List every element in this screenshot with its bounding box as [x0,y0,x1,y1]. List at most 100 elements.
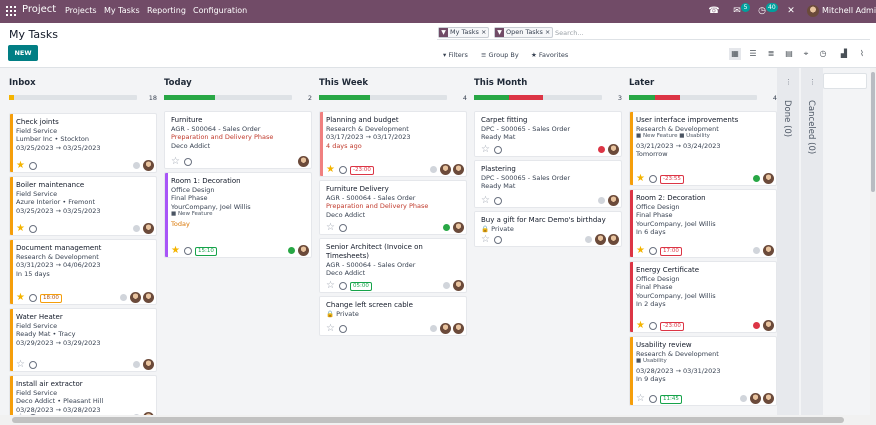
activity-clock-icon[interactable] [184,247,192,255]
priority-star-icon[interactable]: ★ [16,160,25,171]
activity-clock-icon[interactable] [29,294,37,302]
task-card[interactable]: Water Heater Field Service Ready Mat • Tra… [9,308,157,372]
assignee-avatar[interactable] [453,280,464,291]
status-dot[interactable] [120,294,127,301]
task-card[interactable]: Senior Architect (Invoice on Timesheets) A… [319,238,467,293]
status-dot[interactable] [288,247,295,254]
activity-clock-icon[interactable] [649,395,657,403]
graph-view-icon[interactable]: ▟ [840,49,848,58]
app-name[interactable]: Project [22,4,57,15]
priority-star-icon[interactable]: ☆ [481,234,490,245]
apps-menu-icon[interactable] [6,6,16,16]
menu-reporting[interactable]: Reporting [147,6,186,15]
status-dot[interactable] [753,322,760,329]
assignee-avatar[interactable] [298,156,309,167]
status-dot[interactable] [133,361,140,368]
column-title[interactable]: This Week [319,78,369,88]
folded-column[interactable]: ⋮ Canceled (0) [801,68,823,425]
activity-clock-icon[interactable] [184,158,192,166]
search-input[interactable]: Search... [555,29,584,37]
status-dot[interactable] [133,225,140,232]
task-card[interactable]: Boiler maintenance Field Service Azure Int… [9,176,157,236]
task-card[interactable]: Carpet fitting DPC - S00065 - Sales Order… [474,111,622,157]
task-card[interactable]: Furniture AGR - S00064 - Sales Order Prepa… [164,111,312,169]
activity-clock-icon[interactable] [339,282,347,290]
remove-facet-icon[interactable]: × [480,28,487,36]
priority-star-icon[interactable]: ★ [326,164,335,175]
assignee-avatar[interactable] [130,292,141,303]
assignee-avatar[interactable] [453,164,464,175]
task-card[interactable]: Document management Research & Developmen… [9,239,157,305]
status-dot[interactable] [598,146,605,153]
folded-column[interactable]: ⋮ Done (0) [777,68,799,425]
column-title[interactable]: This Month [474,78,528,88]
assignee-avatar[interactable] [143,160,154,171]
priority-star-icon[interactable]: ☆ [326,280,335,291]
activity-clock-icon[interactable] [29,361,37,369]
priority-star-icon[interactable]: ☆ [171,156,180,167]
column-progress-bar[interactable] [9,95,137,100]
status-dot[interactable] [598,197,605,204]
column-title[interactable]: Today [164,78,192,88]
status-dot[interactable] [133,162,140,169]
priority-star-icon[interactable]: ☆ [326,222,335,233]
pivot-view-icon[interactable]: ⌇ [860,49,864,58]
facet-my-tasks[interactable]: ▼ My Tasks × [438,27,490,38]
calendar-view-icon[interactable]: ▤ [785,49,793,58]
assignee-avatar[interactable] [298,245,309,256]
priority-star-icon[interactable]: ★ [16,223,25,234]
task-card[interactable]: Furniture Delivery AGR - S00064 - Sales O… [319,180,467,235]
task-card[interactable]: Usability review Research & Development ■ … [629,336,777,406]
status-dot[interactable] [430,325,437,332]
search-bar[interactable]: ▼ My Tasks × ▼ Open Tasks × Search... [437,26,870,40]
scrollbar-thumb[interactable] [871,72,875,192]
assignee-avatar[interactable] [750,393,761,404]
status-dot[interactable] [740,395,747,402]
activity-clock-icon[interactable] [649,175,657,183]
column-progress-bar[interactable] [319,95,447,100]
status-dot[interactable] [430,166,437,173]
priority-star-icon[interactable]: ★ [636,320,645,331]
column-menu-icon[interactable]: ⋮ [809,78,816,86]
priority-star-icon[interactable]: ☆ [16,359,25,370]
assignee-avatar[interactable] [763,245,774,256]
assignee-avatar[interactable] [608,144,619,155]
assignee-avatar[interactable] [608,234,619,245]
gantt-view-icon[interactable]: ≣ [767,49,775,58]
favorites-button[interactable]: ★ Favorites [531,51,569,59]
status-dot[interactable] [585,236,592,243]
chat-icon[interactable]: ✉ [733,6,741,16]
column-menu-icon[interactable]: ⋮ [785,78,792,86]
phone-icon[interactable]: ☎ [708,6,720,16]
assignee-avatar[interactable] [440,164,451,175]
priority-star-icon[interactable]: ★ [171,245,180,256]
task-card[interactable]: Energy Certificate Office Design Final Pha… [629,261,777,333]
facet-open-tasks[interactable]: ▼ Open Tasks × [494,27,554,38]
menu-configuration[interactable]: Configuration [193,6,248,15]
horizontal-scrollbar[interactable] [0,415,870,425]
activity-clock-icon[interactable] [649,322,657,330]
priority-star-icon[interactable]: ★ [636,245,645,256]
activity-clock-icon[interactable] [494,236,502,244]
column-title[interactable]: Later [629,78,655,88]
vertical-scrollbar[interactable] [870,68,876,425]
activity-clock-icon[interactable] [29,225,37,233]
group-by-button[interactable]: ≡ Group By [481,51,519,59]
activity-clock-icon[interactable] [339,166,347,174]
scrollbar-thumb[interactable] [12,417,844,423]
folded-column-title[interactable]: Canceled (0) [806,100,816,155]
menu-projects[interactable]: Projects [65,6,97,15]
new-button[interactable]: NEW [8,45,38,61]
assignee-avatar[interactable] [608,195,619,206]
status-dot[interactable] [753,175,760,182]
activity-view-icon[interactable]: ◷ [819,49,827,58]
task-card[interactable]: Room 2: Decoration Office Design Final Pha… [629,189,777,258]
activity-clock-icon[interactable] [339,224,347,232]
assignee-avatar[interactable] [440,323,451,334]
column-progress-bar[interactable] [164,95,292,100]
task-card[interactable]: Check joints Field Service Lumber Inc • St… [9,113,157,173]
assignee-avatar[interactable] [453,222,464,233]
priority-star-icon[interactable]: ☆ [481,144,490,155]
assignee-avatar[interactable] [763,173,774,184]
activity-clock-icon[interactable] [494,146,502,154]
